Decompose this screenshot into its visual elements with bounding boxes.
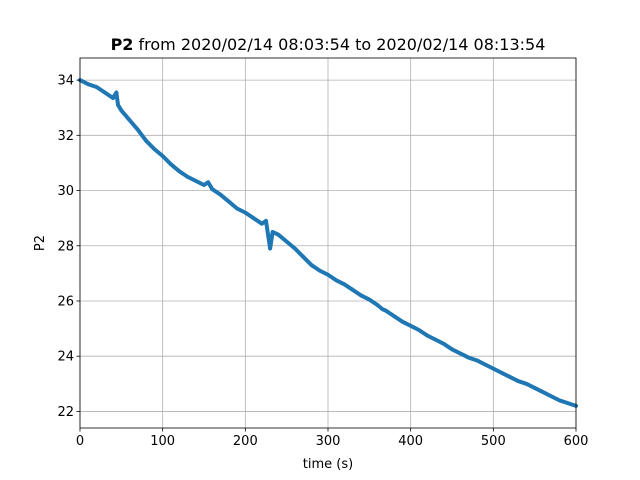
data-point [152,147,157,151]
data-point [367,297,372,302]
data-point [119,108,124,113]
data-point [408,324,413,328]
data-point [136,127,140,132]
data-point [565,401,570,405]
data-point [351,288,355,292]
data-point [284,239,289,244]
y-tick-label: 24 [57,350,74,365]
grid-lines [79,58,577,428]
data-point [309,263,314,267]
x-tick-label: 600 [564,434,589,449]
data-point [144,139,148,143]
data-point [441,341,446,346]
data-point [417,328,421,332]
data-point [276,232,281,237]
y-tick-label: 34 [57,74,74,89]
data-point [342,282,347,287]
data-point [202,183,206,187]
data-point [268,246,272,251]
data-point [116,103,120,107]
data-point [524,382,529,386]
data-point [334,278,339,283]
y-tick-label: 26 [57,294,74,309]
data-point [384,308,388,313]
data-point [243,210,248,215]
data-point [86,82,91,87]
data-point [301,255,306,259]
data-point [111,96,115,100]
data-point [103,90,107,95]
plot-area [78,78,578,408]
data-point [433,337,438,342]
data-point [380,307,385,312]
x-tick-label: 500 [481,434,506,449]
data-point [169,162,173,167]
data-point [392,314,396,318]
data-point [160,154,165,158]
data-point [177,169,181,174]
data-point [193,179,198,183]
data-point [326,272,330,277]
y-axis-label: P2 [33,235,48,251]
data-point [293,246,297,251]
data-point [210,187,215,191]
x-tick-label: 200 [233,434,258,449]
data-point [475,358,479,363]
data-point [516,379,520,383]
data-point [264,219,268,223]
data-point [185,174,190,179]
data-point [260,221,264,226]
y-tick-label: 28 [57,239,74,254]
data-point [450,347,454,352]
data-point [557,398,562,403]
data-point [227,199,231,204]
data-point [425,333,430,338]
plot-frame [79,57,577,429]
y-axis-ticks: 22 24 26 28 30 32 34 [57,74,80,420]
y-tick-label: 32 [57,129,74,144]
x-tick-label: 0 [76,434,84,449]
data-point [458,351,463,356]
chart-title-rest: from 2020/02/14 08:03:54 to 2020/02/14 0… [133,35,545,54]
data-point [218,192,223,197]
data-point [94,85,99,89]
data-point [206,180,210,185]
data-point [508,375,512,379]
x-tick-label: 300 [316,434,341,449]
data-point [541,390,545,394]
data-point [466,355,471,360]
data-point [270,230,275,234]
data-point [251,216,256,220]
data-point [400,319,405,324]
data-point [549,394,553,399]
data-point [483,362,487,367]
x-axis-label: time (s) [303,457,353,472]
data-point [317,268,322,273]
x-tick-label: 100 [150,434,175,449]
data-point [375,303,380,307]
x-tick-label: 400 [398,434,423,449]
chart-title: P2 from 2020/02/14 08:03:54 to 2020/02/1… [111,35,546,54]
data-point [359,293,363,298]
x-axis-ticks: 0 100 200 300 400 500 600 [76,428,589,449]
y-tick-label: 22 [57,405,74,420]
data-point [532,386,537,390]
data-point [491,366,496,371]
data-point [114,90,119,95]
data-point [499,370,504,375]
data-point [266,235,271,240]
data-point [235,206,239,211]
chart-title-bold: P2 [111,35,134,54]
y-tick-label: 30 [57,184,74,199]
data-point [127,118,132,122]
